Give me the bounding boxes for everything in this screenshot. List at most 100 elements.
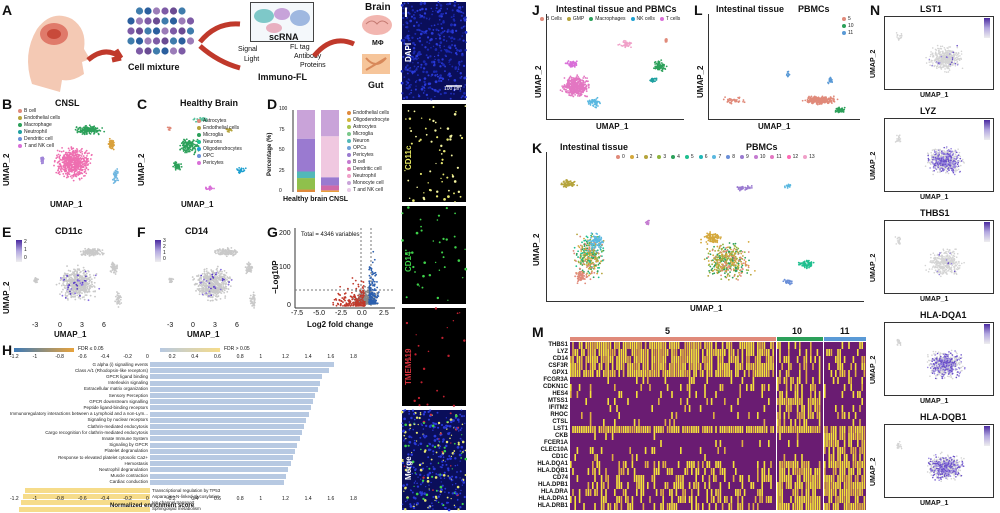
umap-point — [55, 171, 58, 174]
expression-point — [59, 277, 62, 279]
fluorescence-speck — [432, 450, 435, 453]
volcano-point-down — [333, 298, 336, 301]
volcano-point-down — [356, 304, 359, 307]
fluorescence-speck — [412, 506, 416, 510]
fluorescence-speck — [454, 464, 457, 467]
fluorescence-speck — [455, 426, 458, 429]
umap-point — [77, 171, 80, 173]
umap-point — [568, 82, 571, 85]
fluorescence-speck — [420, 66, 423, 69]
legend-label: Dendritic cell — [24, 136, 53, 142]
umap-point — [58, 157, 61, 160]
expression-point — [208, 282, 211, 285]
fluorescence-speck — [437, 462, 440, 464]
umap-point — [115, 173, 118, 176]
volcano-point — [355, 290, 358, 293]
umap-point — [67, 175, 70, 178]
fluorescence-speck — [462, 39, 465, 42]
fluorescence-speck — [409, 489, 412, 491]
gsea-pathway-label: Clathrin-mediated endocytosis — [87, 423, 148, 429]
volcano-point-up — [370, 267, 373, 270]
fluorescence-speck — [446, 496, 449, 499]
fluorescence-speck — [408, 410, 411, 413]
fluorescence-speck — [454, 457, 457, 460]
legend-label: Microglia — [353, 131, 374, 137]
umap-point — [570, 91, 572, 93]
umap-point — [204, 119, 207, 122]
fluorescence-speck — [445, 238, 448, 241]
umap-point — [75, 159, 77, 162]
umap-point — [59, 163, 62, 166]
fluorescence-speck — [438, 34, 441, 37]
umap-point — [81, 276, 84, 279]
umap-point — [77, 282, 79, 285]
umap-point — [70, 276, 72, 279]
umap-point — [202, 118, 204, 120]
umap-point — [212, 279, 215, 282]
umap-point — [62, 288, 64, 291]
umap-point — [585, 84, 588, 87]
fluorescence-speck — [413, 485, 415, 488]
umap-point — [110, 271, 113, 273]
x-tick: 3 — [213, 322, 217, 329]
expression-point — [203, 278, 205, 281]
umap-point — [68, 169, 70, 172]
umap-point — [88, 278, 91, 281]
fluorescence-speck — [448, 75, 451, 78]
fluorescence-speck — [459, 460, 461, 462]
panel-letter-j: J — [532, 2, 540, 18]
umap-point — [223, 249, 226, 252]
fluorescence-speck — [461, 484, 464, 486]
umap-point — [61, 168, 64, 170]
fluorescence-speck — [460, 427, 463, 430]
expression-point — [67, 286, 70, 289]
fluorescence-speck — [413, 16, 416, 20]
fluorescence-speck — [422, 367, 426, 371]
fluorescence-speck — [411, 36, 414, 39]
fluorescence-speck — [413, 399, 416, 403]
fluorescence-speck — [418, 404, 421, 407]
umap-point — [87, 270, 90, 273]
j-plot-frame — [546, 14, 684, 120]
cell-dot — [135, 27, 144, 35]
total-variables: Total = 4346 variables — [301, 232, 360, 238]
fluorescence-speck — [435, 473, 438, 475]
volcano-point-down — [362, 281, 365, 283]
umap-point — [170, 279, 172, 282]
expression-point — [210, 287, 212, 290]
x-tick: 0 — [146, 354, 149, 360]
fluorescence-speck — [406, 64, 409, 67]
expression-point — [73, 281, 76, 284]
cnsl-legend-item: Dendritic cell — [18, 136, 60, 143]
umap-point — [79, 151, 82, 154]
umap-point — [193, 153, 196, 156]
cell-dot — [127, 17, 135, 25]
fluorescence-speck — [404, 169, 406, 172]
umap-point — [169, 281, 172, 283]
fluorescence-speck — [410, 55, 413, 58]
umap-point — [180, 147, 183, 150]
fluorescence-speck — [436, 411, 439, 414]
umap-point — [85, 294, 88, 297]
cell-dot — [135, 17, 144, 25]
fluorescence-speck — [406, 72, 409, 75]
fluorescence-speck — [417, 28, 420, 31]
fluorescence-speck — [443, 197, 446, 201]
legend-label: Monocyte cell — [353, 180, 384, 186]
fluorescence-speck — [404, 423, 408, 427]
fluorescence-speck — [401, 425, 404, 428]
expression-point — [87, 299, 90, 302]
umap-point — [117, 299, 120, 302]
fluorescence-speck — [447, 491, 450, 494]
legend-swatch — [18, 108, 22, 113]
volcano-point — [364, 285, 366, 288]
volcano-point-down — [362, 290, 365, 293]
umap-point — [111, 139, 113, 142]
merge-label: Merge — [404, 456, 413, 480]
fluorescence-speck — [455, 492, 459, 496]
fluorescence-speck — [415, 431, 418, 434]
volcano-point-down — [359, 294, 362, 297]
umap-point — [208, 272, 211, 275]
volcano-point — [363, 297, 366, 300]
fluorescence-speck — [439, 434, 442, 437]
